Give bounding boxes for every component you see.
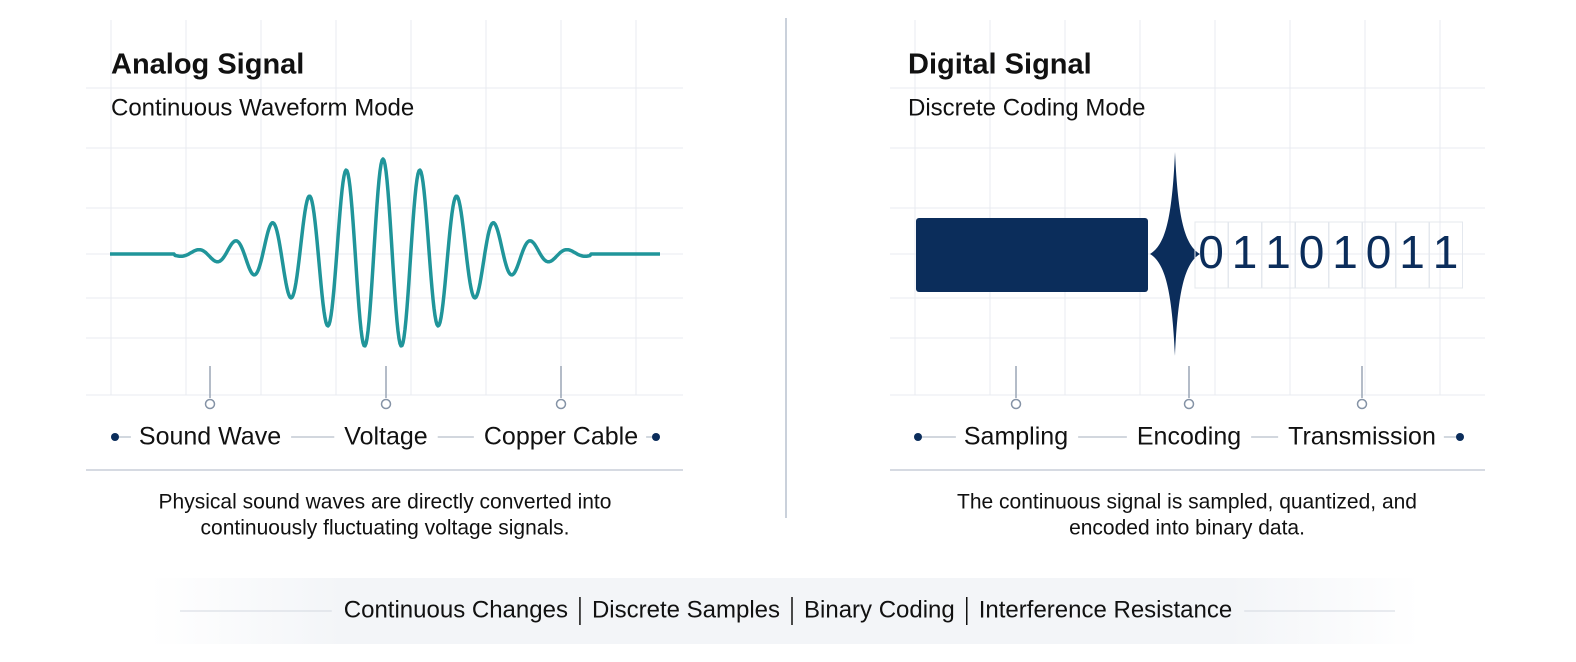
bit: 0 <box>1299 226 1325 278</box>
bit: 1 <box>1332 226 1358 278</box>
panel-title: Analog Signal <box>111 49 304 81</box>
stage-rows: Sound Wave Voltage Copper Cable Sampling Enc… <box>111 366 1464 451</box>
panel-subtitle: Continuous Waveform Mode <box>111 94 414 121</box>
bit: 1 <box>1265 226 1291 278</box>
tick-dot <box>204 398 216 410</box>
tick-dot <box>1183 398 1195 410</box>
bit: 0 <box>1366 226 1392 278</box>
stage-label: Transmission <box>1288 423 1436 451</box>
keyword: Continuous Changes <box>344 596 568 623</box>
tick-dot <box>555 398 567 410</box>
end-dot <box>1456 433 1464 441</box>
keyword: Binary Coding <box>804 596 955 623</box>
footer: Continuous Changes Discrete Samples Binary… <box>180 596 1395 625</box>
footer-band <box>150 578 1420 644</box>
tick-dot <box>1356 398 1368 410</box>
panel-subtitle: Discrete Coding Mode <box>908 94 1145 121</box>
tick-dot <box>380 398 392 410</box>
panel-title: Digital Signal <box>908 49 1092 81</box>
tick-dot <box>1010 398 1022 410</box>
keyword: Discrete Samples <box>592 596 780 623</box>
stage-label: Copper Cable <box>484 423 638 451</box>
caption: Physical sound waves are directly conver… <box>159 491 612 514</box>
keyword: Interference Resistance <box>979 596 1232 623</box>
bit: 1 <box>1399 226 1425 278</box>
signal-block <box>916 218 1148 292</box>
end-dot <box>914 433 922 441</box>
bit: 1 <box>1433 226 1459 278</box>
analog-wave <box>109 157 661 348</box>
bit: 0 <box>1198 226 1224 278</box>
stage-label: Sound Wave <box>139 423 281 451</box>
caption: continuously fluctuating voltage signals… <box>201 517 570 540</box>
stage-label: Voltage <box>344 423 427 451</box>
stage-label: Encoding <box>1137 423 1241 451</box>
caption: encoded into binary data. <box>1069 517 1305 540</box>
signal-spike <box>1150 152 1200 356</box>
bit-cell <box>1429 221 1463 289</box>
caption: The continuous signal is sampled, quanti… <box>957 491 1417 514</box>
bit: 1 <box>1232 226 1258 278</box>
end-dot <box>652 433 660 441</box>
stage-label: Sampling <box>964 423 1068 451</box>
end-dot <box>111 433 119 441</box>
